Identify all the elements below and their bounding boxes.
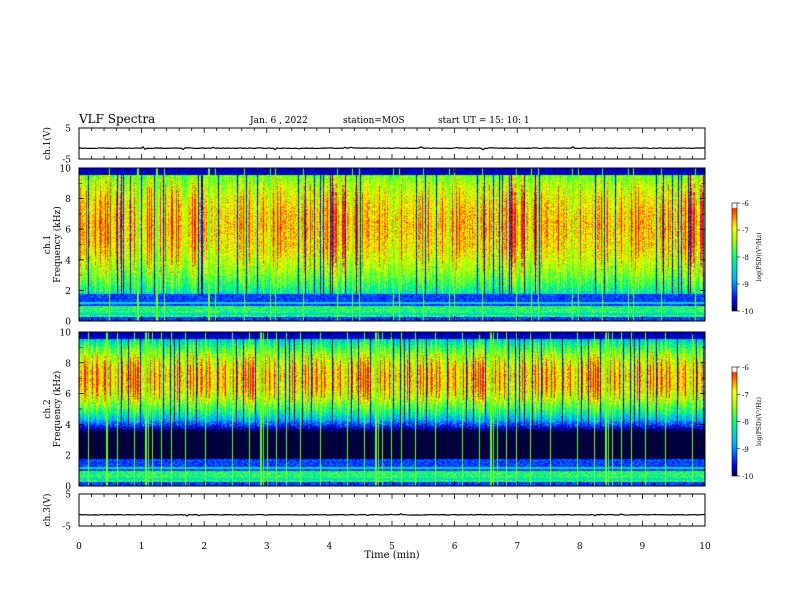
y-tick-label: 8 (65, 195, 71, 205)
start-time-label: start UT = 15: 10: 1 (438, 116, 530, 126)
colorbar-tick-label: -6 (742, 200, 749, 208)
waveform-trace-ch3 (78, 513, 706, 517)
x-tick-label: 9 (640, 542, 646, 552)
figure-title: VLF Spectra (78, 112, 155, 126)
x-tick-label: 2 (201, 542, 207, 552)
y-tick-label: 4 (65, 256, 71, 266)
x-tick-label: 7 (514, 542, 520, 552)
spectrogram-image-ch2 (79, 332, 705, 486)
x-tick-label: 3 (264, 542, 270, 552)
waveform-trace-ch1 (78, 145, 706, 151)
colorbar-tick-label: -7 (742, 391, 749, 399)
colorbar-tick-label: -10 (742, 473, 753, 481)
y-axis-title: ch.2 (43, 399, 53, 418)
colorbar-tick-label: -10 (742, 308, 753, 316)
x-tick-label: 5 (389, 542, 395, 552)
spectrogram-image-ch1 (79, 168, 705, 321)
y-tick-label: 10 (60, 165, 72, 175)
colorbar-image (732, 367, 737, 476)
y-tick-label: 0 (65, 318, 71, 328)
y-tick-label: 5 (65, 491, 71, 501)
y-tick-label: 10 (60, 329, 72, 339)
x-tick-label: 10 (699, 542, 711, 552)
y-tick-label: 5 (65, 125, 71, 135)
colorbar-title: log(PSD)(V²/Hz) (756, 233, 763, 282)
x-tick-label: 8 (577, 542, 583, 552)
x-axis-title: Time (min) (364, 550, 419, 561)
text-layer: VLF Spectra Jan. 6 , 2022 station=MOS st… (42, 112, 763, 561)
plots-layer (78, 127, 740, 527)
y-tick-label: 4 (65, 421, 71, 431)
colorbar-tick-label: -6 (742, 364, 749, 372)
colorbar-tick-label: -8 (742, 254, 749, 262)
y-tick-label: 6 (65, 226, 71, 236)
y-axis-title: Frequency (kHz) (52, 371, 63, 448)
y-axis-title: ch.3(V) (42, 494, 53, 527)
colorbar-tick-label: -8 (742, 419, 749, 427)
y-tick-label: 2 (65, 452, 71, 462)
y-axis-title: ch.1(V) (42, 127, 53, 160)
y-tick-label: -5 (62, 156, 71, 166)
x-tick-label: 0 (76, 542, 82, 552)
y-tick-label: 8 (65, 359, 71, 369)
x-tick-label: 1 (139, 542, 145, 552)
y-axis-title: Frequency (kHz) (52, 206, 63, 283)
date-label: Jan. 6 , 2022 (249, 116, 308, 126)
y-tick-label: 0 (65, 483, 71, 493)
colorbar-tick-label: -9 (742, 446, 749, 454)
colorbar-tick-label: -9 (742, 281, 749, 289)
y-tick-label: 6 (65, 390, 71, 400)
colorbar-title: log(PSD)(V²/Hz) (756, 397, 763, 446)
colorbar-image (732, 203, 737, 311)
x-tick-label: 4 (327, 542, 333, 552)
y-tick-label: -5 (62, 523, 71, 533)
y-tick-label: 2 (65, 287, 71, 297)
x-tick-label: 6 (452, 542, 458, 552)
station-label: station=MOS (343, 116, 405, 126)
y-axis-title: ch.1 (43, 235, 53, 254)
colorbar-tick-label: -7 (742, 227, 749, 235)
